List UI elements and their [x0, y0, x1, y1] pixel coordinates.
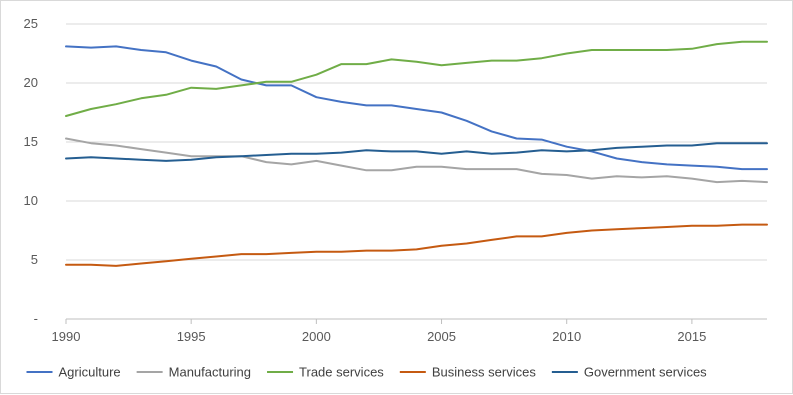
axes — [65, 318, 767, 324]
legend-label: Manufacturing — [169, 365, 251, 380]
grid-lines — [66, 23, 767, 261]
y-tick-label: - — [34, 311, 38, 326]
y-tick-label: 20 — [24, 75, 38, 90]
series-line-manufacturing — [65, 137, 768, 184]
x-tick-label: 1990 — [52, 329, 81, 344]
legend: Agriculture Manufacturing Trade services Bu… — [26, 365, 707, 380]
legend-label: Trade services — [299, 365, 384, 380]
x-tick-label: 2015 — [677, 329, 706, 344]
legend-item-manufacturing: Manufacturing — [136, 365, 251, 380]
x-tick-label: 1995 — [177, 329, 206, 344]
x-tick-label: 2005 — [427, 329, 456, 344]
y-tick-label: 10 — [24, 193, 38, 208]
legend-label: Government services — [584, 365, 707, 380]
legend-item-business-services: Business services — [399, 365, 537, 380]
legend-item-trade-services: Trade services — [267, 365, 384, 380]
legend-item-agriculture: Agriculture — [26, 365, 121, 380]
series-line-government-services — [65, 142, 768, 162]
x-tick-label: 2000 — [302, 329, 331, 344]
series-line-trade-services — [65, 40, 768, 117]
legend-label: Agriculture — [59, 365, 121, 380]
x-tick-label: 2010 — [552, 329, 581, 344]
y-tick-label: 25 — [24, 16, 38, 31]
y-tick-label: 5 — [31, 252, 38, 267]
series-line-business-services — [65, 223, 768, 267]
legend-label: Business services — [432, 365, 537, 380]
series-lines — [65, 40, 768, 267]
series-line-agriculture — [65, 45, 768, 171]
y-axis-tick-labels: - 5 10 15 20 25 — [24, 16, 38, 326]
x-axis-tick-labels: 1990 1995 2000 2005 2010 2015 — [52, 329, 707, 344]
legend-item-government-services: Government services — [551, 365, 707, 380]
y-tick-label: 15 — [24, 134, 38, 149]
